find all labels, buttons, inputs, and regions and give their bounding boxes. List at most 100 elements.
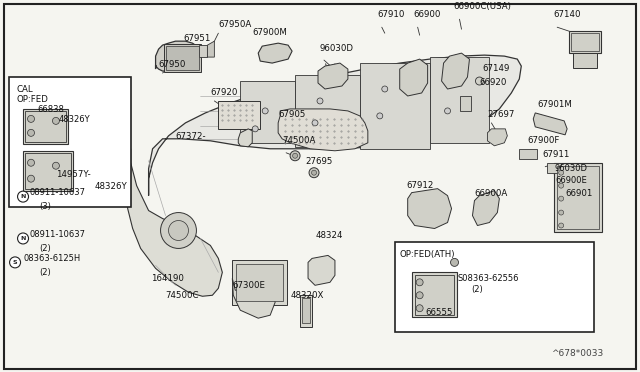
Circle shape	[17, 233, 29, 244]
Text: S: S	[13, 260, 17, 265]
Text: 66901: 66901	[565, 189, 593, 198]
Circle shape	[377, 113, 383, 119]
Bar	[573, 53, 597, 68]
Text: 66920: 66920	[479, 78, 507, 87]
Bar	[547, 163, 561, 173]
Bar	[166, 46, 200, 70]
Bar	[569, 31, 601, 53]
Text: 14957Y-: 14957Y-	[56, 170, 91, 179]
Circle shape	[52, 118, 60, 124]
Bar	[395, 243, 594, 332]
Bar	[300, 295, 312, 327]
Circle shape	[382, 86, 388, 92]
Bar	[571, 33, 599, 51]
Text: 96030D: 96030D	[554, 164, 587, 173]
Text: OP:FED(ATH): OP:FED(ATH)	[400, 250, 455, 259]
Text: 27697: 27697	[488, 110, 515, 119]
Text: 67900M: 67900M	[252, 28, 287, 37]
Bar	[460, 96, 472, 111]
Bar	[200, 45, 207, 57]
Text: OP:FED: OP:FED	[16, 95, 48, 104]
Text: 67300E: 67300E	[232, 281, 266, 290]
Circle shape	[559, 196, 564, 201]
Circle shape	[292, 153, 298, 158]
Circle shape	[416, 292, 423, 299]
Text: (2): (2)	[39, 244, 51, 253]
Circle shape	[262, 108, 268, 114]
Polygon shape	[533, 113, 567, 135]
Text: 08911-10637: 08911-10637	[29, 188, 85, 197]
Text: 67140: 67140	[553, 10, 580, 19]
Polygon shape	[429, 57, 490, 143]
Text: 48326Y: 48326Y	[95, 182, 127, 190]
Text: 67901M: 67901M	[537, 100, 572, 109]
Bar	[218, 101, 260, 129]
Circle shape	[290, 151, 300, 161]
Circle shape	[252, 126, 258, 132]
Text: 66900E: 66900E	[555, 176, 587, 185]
Circle shape	[312, 170, 317, 175]
Text: 67951: 67951	[184, 34, 211, 43]
Bar	[232, 260, 287, 305]
Polygon shape	[408, 189, 452, 228]
Circle shape	[17, 191, 29, 202]
Text: 66838: 66838	[37, 105, 64, 114]
Bar	[519, 149, 537, 159]
Text: 67905: 67905	[278, 110, 305, 119]
Polygon shape	[488, 129, 508, 146]
Text: 48320X: 48320X	[290, 291, 323, 300]
Polygon shape	[238, 129, 252, 147]
Polygon shape	[400, 59, 428, 96]
Text: S08363-62556: S08363-62556	[458, 274, 519, 283]
Text: N: N	[20, 194, 26, 199]
Text: 66900C(USA): 66900C(USA)	[454, 2, 511, 11]
Bar	[557, 166, 599, 230]
Bar	[23, 109, 68, 144]
Text: 67910: 67910	[378, 10, 405, 19]
Text: 67950: 67950	[159, 60, 186, 69]
Text: 74500C: 74500C	[166, 291, 199, 300]
Text: 08911-10637: 08911-10637	[29, 230, 85, 239]
Circle shape	[10, 257, 20, 268]
Circle shape	[161, 212, 196, 248]
Bar	[23, 151, 73, 190]
Text: 67900F: 67900F	[527, 136, 559, 145]
Text: 08363-6125H: 08363-6125H	[23, 254, 80, 263]
Circle shape	[28, 115, 35, 122]
Polygon shape	[258, 43, 292, 63]
Bar	[302, 298, 310, 323]
Text: 48326Y: 48326Y	[59, 115, 90, 124]
Text: N: N	[20, 236, 26, 241]
Polygon shape	[240, 81, 295, 143]
Circle shape	[445, 108, 451, 114]
Text: 66900A: 66900A	[474, 189, 508, 198]
Text: 48324: 48324	[316, 231, 344, 240]
Circle shape	[28, 159, 35, 166]
Circle shape	[28, 129, 35, 136]
Text: 66900: 66900	[413, 10, 441, 19]
Polygon shape	[278, 109, 368, 151]
Polygon shape	[318, 63, 348, 89]
Text: CAL: CAL	[16, 85, 33, 94]
Text: ^678*0033: ^678*0033	[551, 349, 604, 358]
Circle shape	[476, 77, 483, 85]
Circle shape	[52, 162, 60, 169]
Circle shape	[559, 170, 564, 175]
Bar	[164, 44, 202, 72]
Bar	[25, 153, 71, 189]
Circle shape	[559, 210, 564, 215]
Polygon shape	[125, 149, 222, 296]
Circle shape	[416, 305, 423, 312]
Text: 74500A: 74500A	[282, 136, 316, 145]
Circle shape	[168, 221, 188, 240]
Polygon shape	[442, 53, 470, 89]
Polygon shape	[232, 278, 275, 318]
Text: 67149: 67149	[483, 64, 510, 73]
Text: 164190: 164190	[150, 274, 184, 283]
Text: 67912: 67912	[406, 181, 434, 190]
Polygon shape	[360, 63, 429, 149]
Text: 67950A: 67950A	[218, 20, 252, 29]
Circle shape	[559, 223, 564, 228]
Circle shape	[451, 259, 458, 266]
Circle shape	[309, 168, 319, 178]
